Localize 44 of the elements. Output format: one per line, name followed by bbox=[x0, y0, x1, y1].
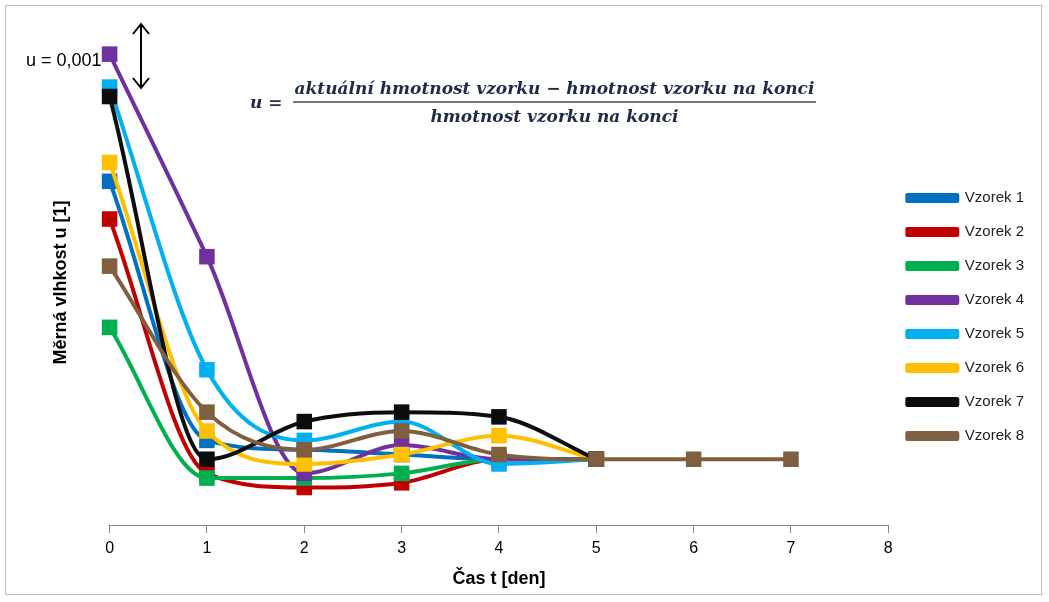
annotation: aktuální hmotnost vzorku − hmotnost vzorku na konci bbox=[292, 78, 817, 103]
point bbox=[491, 409, 507, 425]
point bbox=[393, 423, 410, 439]
legend-label: Vzorek 7 bbox=[964, 392, 1025, 410]
legend-label: Vzorek 4 bbox=[964, 290, 1025, 308]
point bbox=[101, 46, 118, 62]
x-tick-label: 5 bbox=[591, 539, 601, 557]
point bbox=[199, 423, 215, 439]
point bbox=[199, 361, 215, 378]
legend-label: Vzorek 6 bbox=[964, 358, 1025, 376]
point bbox=[491, 427, 507, 444]
point bbox=[491, 446, 507, 463]
annotation: u = bbox=[250, 92, 283, 112]
point bbox=[199, 248, 215, 265]
point bbox=[199, 470, 215, 486]
point bbox=[296, 413, 313, 430]
y-axis-title: Měrná vlhkost u [1] bbox=[49, 200, 70, 365]
legend-label: Vzorek 2 bbox=[964, 222, 1025, 240]
x-tick-label: 3 bbox=[397, 539, 407, 557]
point bbox=[393, 404, 410, 420]
point bbox=[393, 465, 410, 482]
legend-label: Vzorek 1 bbox=[964, 188, 1025, 206]
point bbox=[101, 258, 118, 274]
x-tick-label: 1 bbox=[202, 539, 212, 557]
x-tick-label: 6 bbox=[689, 539, 699, 557]
x-axis-title: Čas t [den] bbox=[452, 567, 546, 589]
x-tick-label: 7 bbox=[786, 539, 796, 557]
point bbox=[101, 211, 118, 227]
point bbox=[199, 451, 215, 468]
point bbox=[783, 451, 799, 468]
point bbox=[101, 154, 118, 171]
point bbox=[101, 319, 118, 336]
x-tick-label: 8 bbox=[883, 539, 893, 557]
point bbox=[101, 88, 118, 105]
x-tick-label: 2 bbox=[299, 539, 309, 557]
legend-label: Vzorek 3 bbox=[964, 256, 1025, 274]
text: u = 0,001 bbox=[26, 50, 102, 71]
point bbox=[685, 451, 702, 468]
legend-label: Vzorek 8 bbox=[964, 426, 1025, 444]
legend-label: Vzorek 5 bbox=[964, 324, 1025, 342]
annotation: hmotnost vzorku na konci bbox=[430, 105, 679, 126]
point bbox=[199, 404, 215, 420]
x-tick-label: 0 bbox=[105, 539, 115, 557]
x-tick-label: 4 bbox=[494, 539, 504, 557]
